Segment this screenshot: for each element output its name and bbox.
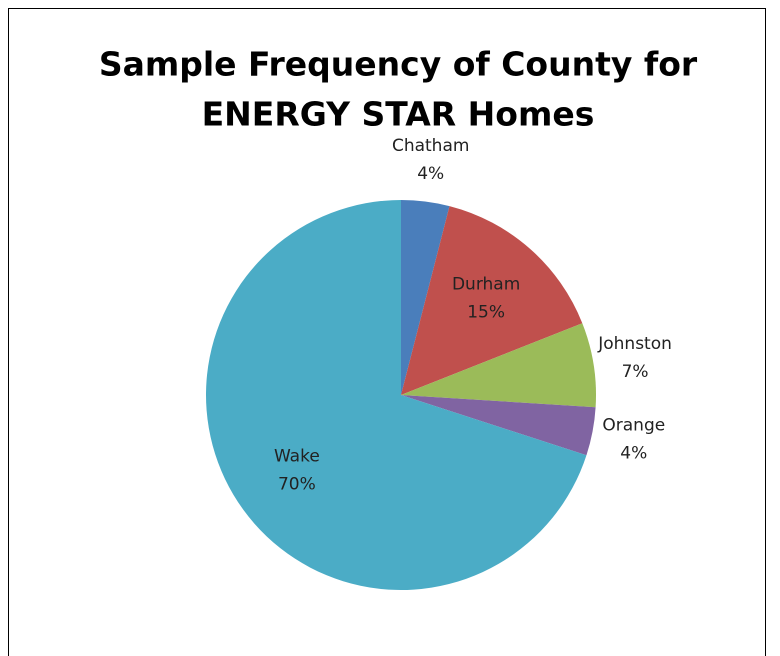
slice-value-label: 4% (620, 443, 647, 463)
pie-slice (401, 323, 596, 408)
slice-value-label: 4% (417, 164, 444, 184)
slice-label: Wake (274, 447, 320, 467)
pie-slice (401, 395, 596, 456)
chart-title: ENERGY STAR Homes (202, 95, 595, 134)
slice-label: Orange (602, 415, 665, 435)
slice-value-label: 70% (278, 475, 316, 495)
slice-label: Johnston (597, 334, 672, 354)
slice-value-label: 15% (467, 302, 505, 322)
pie-slice (401, 206, 583, 395)
chart-title: Sample Frequency of County for (99, 45, 698, 84)
slice-value-label: 7% (622, 362, 649, 382)
slice-label: Durham (452, 274, 520, 294)
slice-label: Chatham (392, 136, 469, 156)
pie-slice (206, 200, 587, 591)
pie-slice (401, 200, 450, 395)
